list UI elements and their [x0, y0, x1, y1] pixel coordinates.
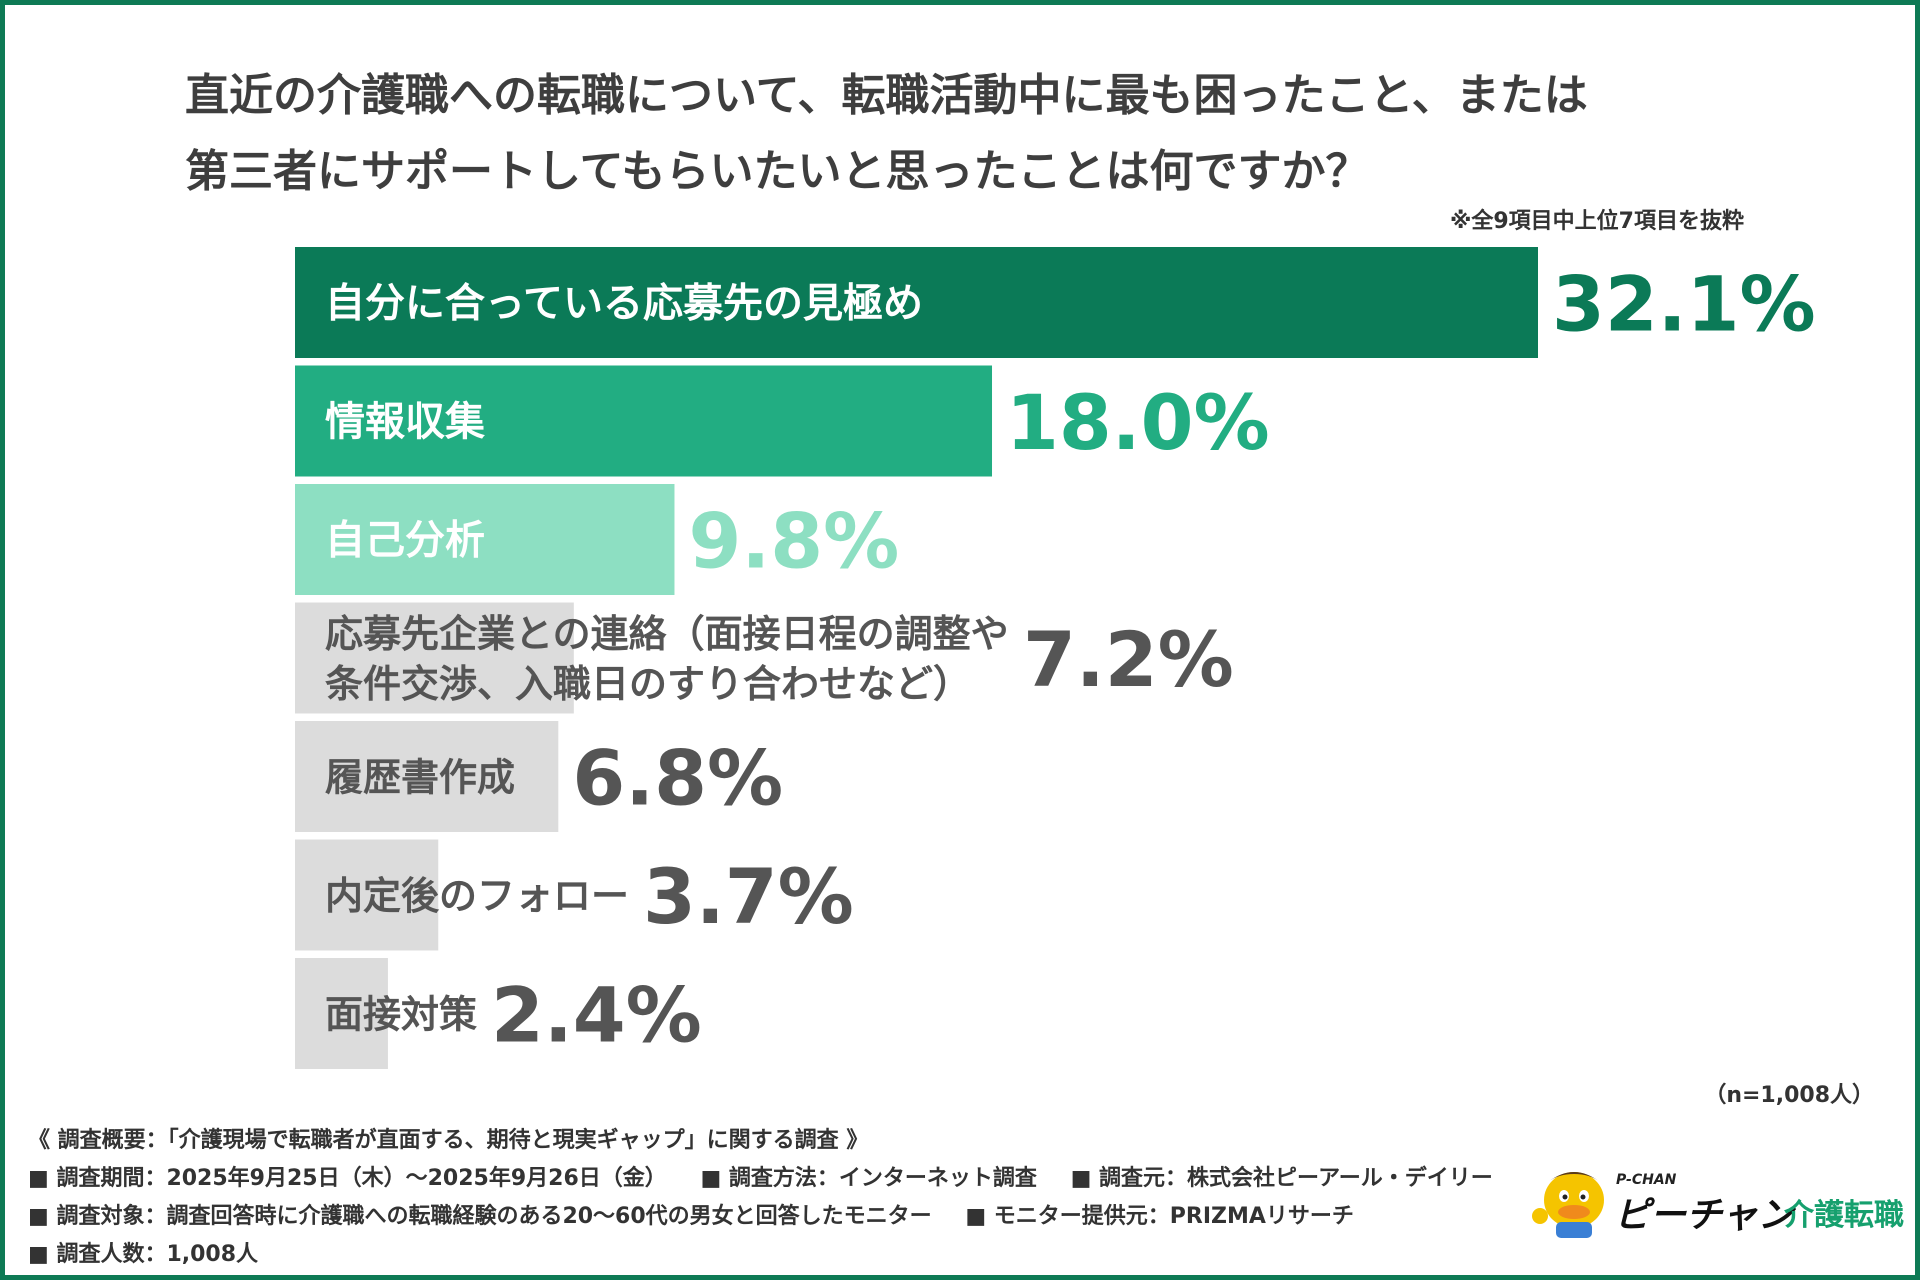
survey-source: ■ 調査元：株式会社ピーアール・デイリー — [1070, 1166, 1493, 1191]
survey-line-period: ■ 調査期間：2025年9月25日（木）〜2025年9月26日（金） ■ 調査方… — [28, 1160, 1528, 1198]
bar-3 — [295, 484, 675, 595]
excerpt-note: ※全9項目中上位7項目を抜粋 — [1449, 209, 1744, 234]
survey-period: ■ 調査期間：2025年9月25日（木）〜2025年9月26日（金） — [28, 1166, 667, 1191]
bar-2 — [295, 365, 993, 477]
value-label-4: 7.2% — [1023, 615, 1234, 704]
value-label-6: 3.7% — [643, 852, 854, 941]
category-label-5: 履歴書作成 — [325, 756, 515, 800]
category-label-4: 応募先企業との連絡（面接日程の調整や条件交渉、入職日のすり合わせなど） — [325, 612, 1009, 706]
category-label-7: 面接対策 — [325, 993, 477, 1037]
sample-size-note: （n=1,008人） — [1704, 1083, 1874, 1108]
bar-1 — [295, 247, 1538, 358]
category-label-6: 内定後のフォロー — [325, 874, 629, 918]
value-label-7: 2.4% — [491, 971, 702, 1060]
chart-title: 直近の介護職への転職について、転職活動中に最も困ったこと、または 第三者にサポー… — [185, 58, 1785, 210]
survey-count: ■ 調査人数：1,008人 — [28, 1242, 259, 1267]
survey-heading: 《 調査概要：「介護現場で転職者が直面する、期待と現実ギャップ」に関する調査 》 — [28, 1128, 869, 1153]
survey-line-target: ■ 調査対象：調査回答時に介護職への転職経験のある20〜60代の男女と回答したモ… — [28, 1198, 1528, 1236]
survey-summary: 《 調査概要：「介護現場で転職者が直面する、期待と現実ギャップ」に関する調査 》… — [28, 1122, 1528, 1274]
duck-mascot-icon — [1532, 1172, 1604, 1238]
value-label-3: 9.8% — [688, 497, 899, 586]
survey-method: ■ 調査方法：インターネット調査 — [700, 1166, 1037, 1191]
logo-sub-text: 介護転職 — [1784, 1198, 1904, 1233]
title-line-1: 直近の介護職への転職について、転職活動中に最も困ったこと、または — [185, 70, 1588, 121]
bar-chart: 自分に合っている応募先の見極め 32.1% 情報収集 18.0% 自己分析 9.8% 応募先… — [295, 247, 1816, 1069]
category-label-2: 情報収集 — [325, 399, 485, 445]
value-label-5: 6.8% — [572, 734, 783, 823]
bar-4 — [295, 602, 574, 714]
value-label-2: 18.0% — [1006, 378, 1270, 467]
bar-6 — [295, 839, 439, 951]
value-label-1: 32.1% — [1552, 260, 1816, 349]
logo-small-text: P-CHAN — [1616, 1172, 1677, 1188]
category-label-3: 自己分析 — [325, 518, 485, 564]
brand-logo: P-CHAN ピーチャン 介護転職 — [1530, 1160, 1910, 1240]
logo-brand-text: ピーチャン — [1614, 1195, 1794, 1236]
bar-5 — [295, 721, 559, 832]
category-label-1: 自分に合っている応募先の見極め — [325, 281, 923, 327]
survey-provider: ■ モニター提供元：PRIZMAリサーチ — [965, 1204, 1354, 1229]
survey-target: ■ 調査対象：調査回答時に介護職への転職経験のある20〜60代の男女と回答したモ… — [28, 1204, 932, 1229]
title-line-2: 第三者にサポートしてもらいたいと思ったことは何ですか？ — [185, 146, 1370, 197]
bar-7 — [295, 958, 388, 1069]
